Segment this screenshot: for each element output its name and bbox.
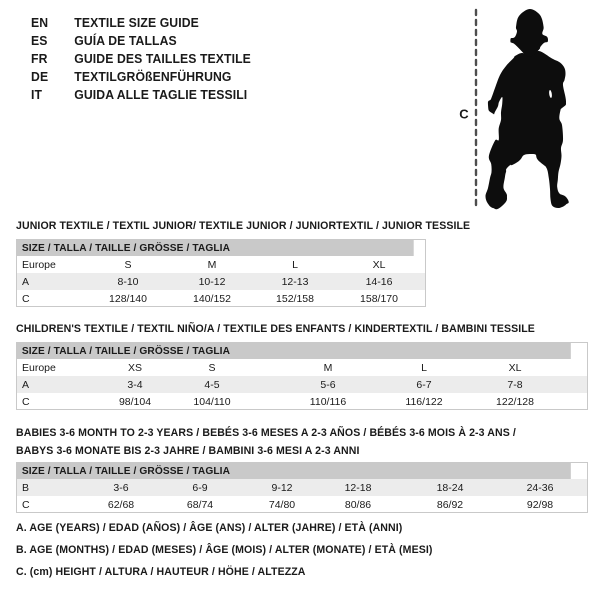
- svg-text:C: C: [459, 107, 469, 122]
